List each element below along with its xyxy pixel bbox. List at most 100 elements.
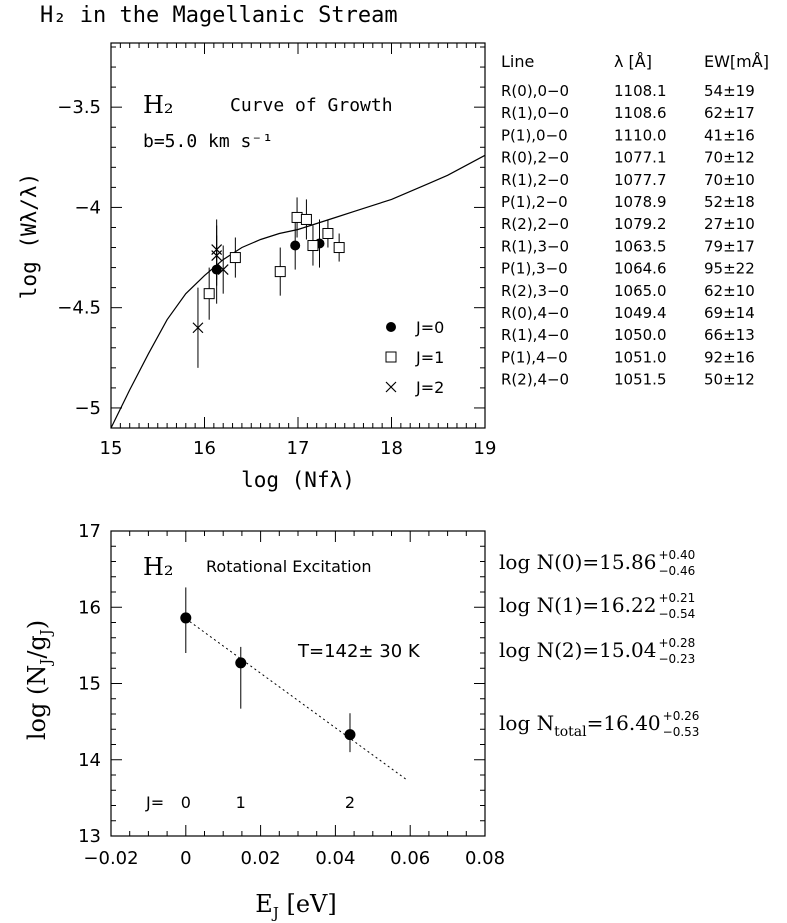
data-point: [344, 729, 356, 741]
error-plus-label: +0.26: [663, 709, 700, 723]
y-tick-label: 15: [78, 674, 101, 695]
j-level-labels: J= 0 1 2: [145, 793, 355, 812]
table-cell: P(1),3−0: [501, 260, 568, 278]
legend-marker-filled-circle: [386, 322, 396, 332]
temperature-label: T=142± 30 K: [297, 641, 421, 662]
figure-title: H₂ in the Magellanic Stream: [40, 3, 398, 28]
top-x-axis-label: log (Nfλ): [241, 468, 355, 492]
j-level-label: 2: [345, 793, 355, 812]
j-prefix-label: J=: [145, 793, 164, 812]
table-header: EW[mÅ]: [704, 52, 769, 71]
curve-of-growth-line: [110, 154, 486, 429]
x-tick-label: 0.04: [315, 848, 355, 869]
data-point: [180, 612, 192, 624]
data-point-filled-circle: [211, 264, 222, 275]
table-cell: 1077.7: [614, 171, 667, 189]
table-cell: R(1),0−0: [501, 104, 569, 122]
top-ticks: [110, 43, 486, 429]
table-cell: R(2),3−0: [501, 282, 569, 300]
data-point-cross: [217, 264, 229, 276]
data-point-filled-circle: [290, 240, 301, 251]
table-header: λ [Å]: [614, 52, 652, 71]
y-tick-label: 16: [78, 597, 101, 618]
table-cell: 1077.1: [614, 149, 667, 167]
error-plus-label: +0.40: [658, 548, 695, 562]
table-cell: 1051.0: [614, 348, 667, 366]
table-cell: R(1),2−0: [501, 171, 569, 189]
error-plus-label: +0.28: [658, 636, 695, 650]
x-tick-label: 15: [100, 438, 123, 459]
table-cell: 27±10: [704, 215, 755, 233]
top-y-axis-label: log (Wλ/λ): [17, 173, 41, 299]
column-density-label: log N(2)=15.04: [499, 638, 656, 662]
x-tick-label: 18: [380, 438, 403, 459]
legend-marker-open-square: [385, 351, 397, 363]
y-tick-label: −4: [74, 197, 101, 218]
table-cell: R(0),0−0: [501, 82, 569, 100]
error-minus-label: −0.46: [658, 564, 695, 578]
x-tick-label: 0.02: [241, 848, 281, 869]
table-cell: 1051.5: [614, 371, 667, 389]
top-x-tick-labels: 15 16 17 18 19: [100, 438, 497, 459]
table-cell: 79±17: [704, 237, 755, 255]
legend-label: J=0: [415, 318, 444, 337]
error-minus-label: −0.23: [658, 652, 695, 666]
table-cell: 62±10: [704, 282, 755, 300]
table-cell: 70±10: [704, 171, 755, 189]
column-density-label: log N(0)=15.86: [499, 550, 656, 574]
legend-label: J=2: [415, 378, 444, 397]
table-cell: R(0),4−0: [501, 304, 569, 322]
data-point-open-square: [300, 213, 312, 225]
error-plus-label: +0.21: [658, 591, 695, 605]
table-cell: 50±12: [704, 371, 755, 389]
column-density-label: log N(1)=16.22: [499, 593, 656, 617]
table-cell: R(2),4−0: [501, 371, 569, 389]
bottom-y-tick-labels: 13 14 15 16 17: [78, 521, 101, 847]
bottom-chart-title: Rotational Excitation: [206, 557, 372, 576]
table-cell: R(2),2−0: [501, 215, 569, 233]
curve-of-growth-panel: 15 16 17 18 19 −5 −4.5 −4 −3.5 H₂ Curve of Grow…: [17, 42, 769, 492]
temperature-fit-line: [185, 618, 407, 780]
table-cell: R(1),3−0: [501, 237, 569, 255]
table-cell: 1063.5: [614, 237, 667, 255]
x-tick-label: 0.06: [390, 848, 430, 869]
table-cell: R(1),4−0: [501, 326, 569, 344]
data-point-open-square: [333, 242, 345, 254]
top-data-points: [192, 197, 345, 368]
table-cell: 1065.0: [614, 282, 667, 300]
table-cell: P(1),2−0: [501, 193, 568, 211]
data-point-open-square: [322, 227, 334, 239]
x-tick-label: 17: [287, 438, 310, 459]
table-cell: 1108.1: [614, 82, 667, 100]
top-chart-title: Curve of Growth: [230, 95, 393, 116]
column-density-label: log Ntotal=16.40: [499, 711, 661, 740]
y-tick-label: 14: [78, 750, 101, 771]
x-tick-label: 0: [180, 848, 191, 869]
table-cell: 1049.4: [614, 304, 667, 322]
table-cell: 70±12: [704, 149, 755, 167]
bottom-y-axis-label: log (NJ/gJ): [23, 620, 55, 740]
table-cell: 1108.6: [614, 104, 667, 122]
y-tick-label: −3.5: [57, 97, 101, 118]
bottom-data-points: [180, 587, 356, 753]
j-level-label: 1: [236, 793, 246, 812]
data-point-open-square: [274, 266, 286, 278]
top-molecule-label: H₂: [143, 91, 174, 119]
data-point-open-square: [203, 288, 215, 300]
line-table: Line λ [Å] EW[mÅ] R(0),0−0 1108.1 54±19 R(1),0…: [501, 52, 769, 389]
data-point-cross: [211, 250, 223, 261]
bottom-ticks: [110, 530, 486, 837]
x-tick-label: 0.08: [465, 848, 505, 869]
table-cell: 62±17: [704, 104, 755, 122]
y-tick-label: −4.5: [57, 298, 101, 319]
data-point-open-square: [307, 240, 319, 252]
table-cell: 1079.2: [614, 215, 667, 233]
legend-marker-cross: [385, 381, 397, 393]
table-cell: 41±16: [704, 126, 755, 144]
table-cell: R(0),2−0: [501, 149, 569, 167]
data-point-open-square: [291, 211, 303, 223]
top-legend: J=0 J=1 J=2: [385, 318, 444, 397]
